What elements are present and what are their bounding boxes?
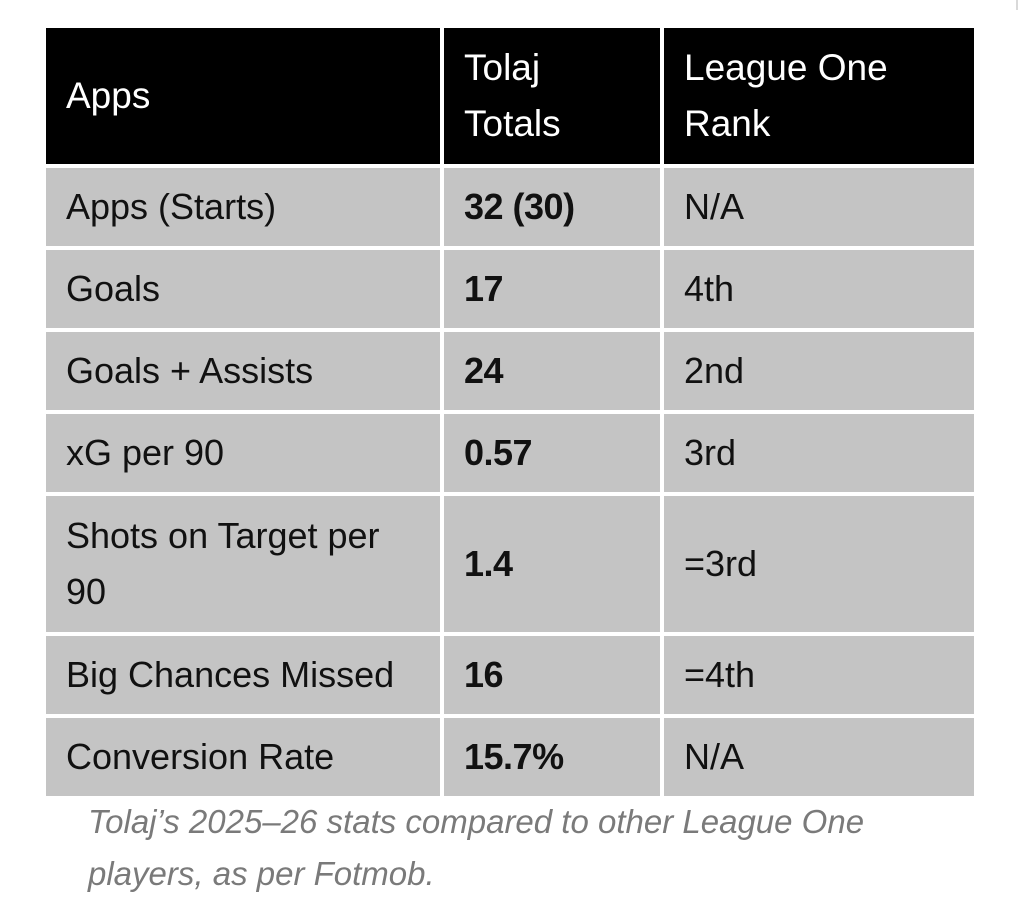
stat-rank: 2nd xyxy=(664,332,974,410)
stat-rank: 3rd xyxy=(664,414,974,492)
table-row: Big Chances Missed 16 =4th xyxy=(46,636,974,714)
stat-total: 17 xyxy=(444,250,660,328)
stat-rank: 4th xyxy=(664,250,974,328)
stat-total: 15.7% xyxy=(444,718,660,796)
table-row: xG per 90 0.57 3rd xyxy=(46,414,974,492)
stat-label: Apps (Starts) xyxy=(46,168,440,246)
stat-label: xG per 90 xyxy=(46,414,440,492)
table-row: Apps (Starts) 32 (30) N/A xyxy=(46,168,974,246)
stat-label: Goals xyxy=(46,250,440,328)
table-header-row: Apps Tolaj Totals League One Rank xyxy=(46,28,974,164)
stat-total: 32 (30) xyxy=(444,168,660,246)
table-row: Goals + Assists 24 2nd xyxy=(46,332,974,410)
header-stat: Apps xyxy=(46,28,440,164)
table-row: Shots on Target per 90 1.4 =3rd xyxy=(46,496,974,632)
stat-label: Big Chances Missed xyxy=(46,636,440,714)
table-caption: Tolaj’s 2025–26 stats compared to other … xyxy=(88,803,865,892)
stat-total: 16 xyxy=(444,636,660,714)
header-totals: Tolaj Totals xyxy=(444,28,660,164)
stat-total: 0.57 xyxy=(444,414,660,492)
table-row: Goals 17 4th xyxy=(46,250,974,328)
stat-label: Shots on Target per 90 xyxy=(46,496,440,632)
stats-table: Apps Tolaj Totals League One Rank Apps (… xyxy=(42,24,978,800)
scrollbar-indicator xyxy=(1016,0,1018,10)
stat-total: 1.4 xyxy=(444,496,660,632)
header-rank: League One Rank xyxy=(664,28,974,164)
stat-rank: N/A xyxy=(664,718,974,796)
stat-total: 24 xyxy=(444,332,660,410)
stat-label: Conversion Rate xyxy=(46,718,440,796)
stat-rank: N/A xyxy=(664,168,974,246)
stat-rank: =4th xyxy=(664,636,974,714)
stat-rank: =3rd xyxy=(664,496,974,632)
table-row: Conversion Rate 15.7% N/A xyxy=(46,718,974,796)
stat-label: Goals + Assists xyxy=(46,332,440,410)
